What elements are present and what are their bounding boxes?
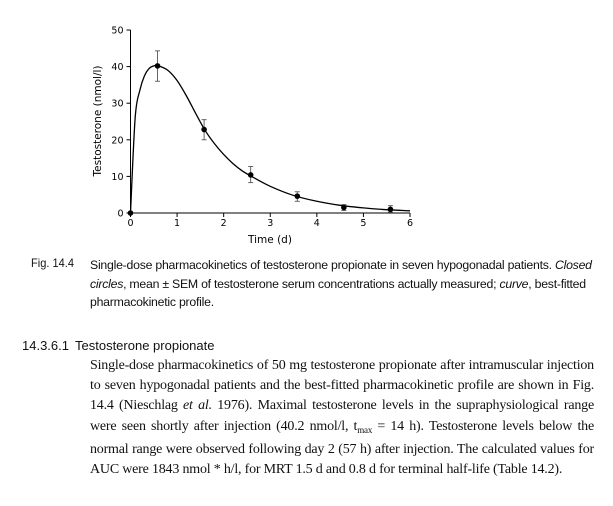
x-tick-label: 1	[174, 218, 180, 229]
x-tick-label: 5	[360, 218, 366, 229]
caption-italic: curve	[499, 276, 529, 291]
fitted-curve	[129, 64, 411, 214]
caption-text: Single-dose pharmacokinetics of testoste…	[90, 258, 555, 272]
body-italic: et al.	[183, 398, 212, 414]
data-point	[247, 172, 254, 178]
figure-caption: Single-dose pharmacokinetics of testoste…	[90, 256, 595, 312]
y-tick-label: 50	[111, 26, 123, 37]
x-axis-label: Time (d)	[247, 234, 292, 246]
section-number: 14.3.6.1	[22, 338, 69, 353]
x-tick-label: 0	[127, 218, 133, 229]
section-heading: 14.3.6.1 Testosterone propionate	[22, 338, 220, 353]
y-tick-label: 20	[111, 135, 123, 146]
caption-text: , mean ± SEM of testosterone serum conce…	[123, 276, 500, 291]
data-point	[201, 126, 207, 133]
y-tick-label: 0	[117, 209, 123, 220]
figure-label: Fig. 14.4	[31, 256, 74, 270]
data-point	[154, 63, 161, 69]
section-title: Testosterone propionate	[75, 338, 215, 353]
data-point	[387, 206, 394, 213]
data-point	[294, 193, 301, 199]
body-text: 1976). Maximal testosterone levels in th…	[90, 398, 594, 434]
caption-text: , best-fitted pharmacokinetic profile.	[90, 276, 586, 310]
y-tick-label: 30	[111, 99, 123, 110]
y-tick-label: 10	[111, 172, 123, 183]
axes	[130, 30, 410, 214]
body-paragraph: Single-dose pharmacokinetics of 50 mg te…	[90, 356, 594, 480]
caption-italic: Closed circles	[90, 258, 592, 291]
subscript: max	[357, 424, 373, 435]
pharmacokinetics-chart: 0 10 20 30 40 50 0 1 2 3 4 5 6 Testosterone (nmol/l)…	[92, 26, 413, 247]
x-tick-label: 6	[407, 218, 413, 229]
y-axis-label: Testosterone (nmol/l)	[92, 66, 104, 178]
x-tick-label: 3	[267, 218, 273, 229]
data-point	[341, 204, 347, 211]
x-tick-label: 4	[314, 218, 320, 229]
body-text: Single-dose pharmacokinetics of 50 mg te…	[90, 358, 594, 414]
data-point	[127, 210, 134, 216]
y-tick-label: 40	[111, 62, 123, 73]
x-tick-label: 2	[221, 218, 227, 229]
body-text: = 14 h). Testosterone levels below the n…	[90, 418, 595, 478]
